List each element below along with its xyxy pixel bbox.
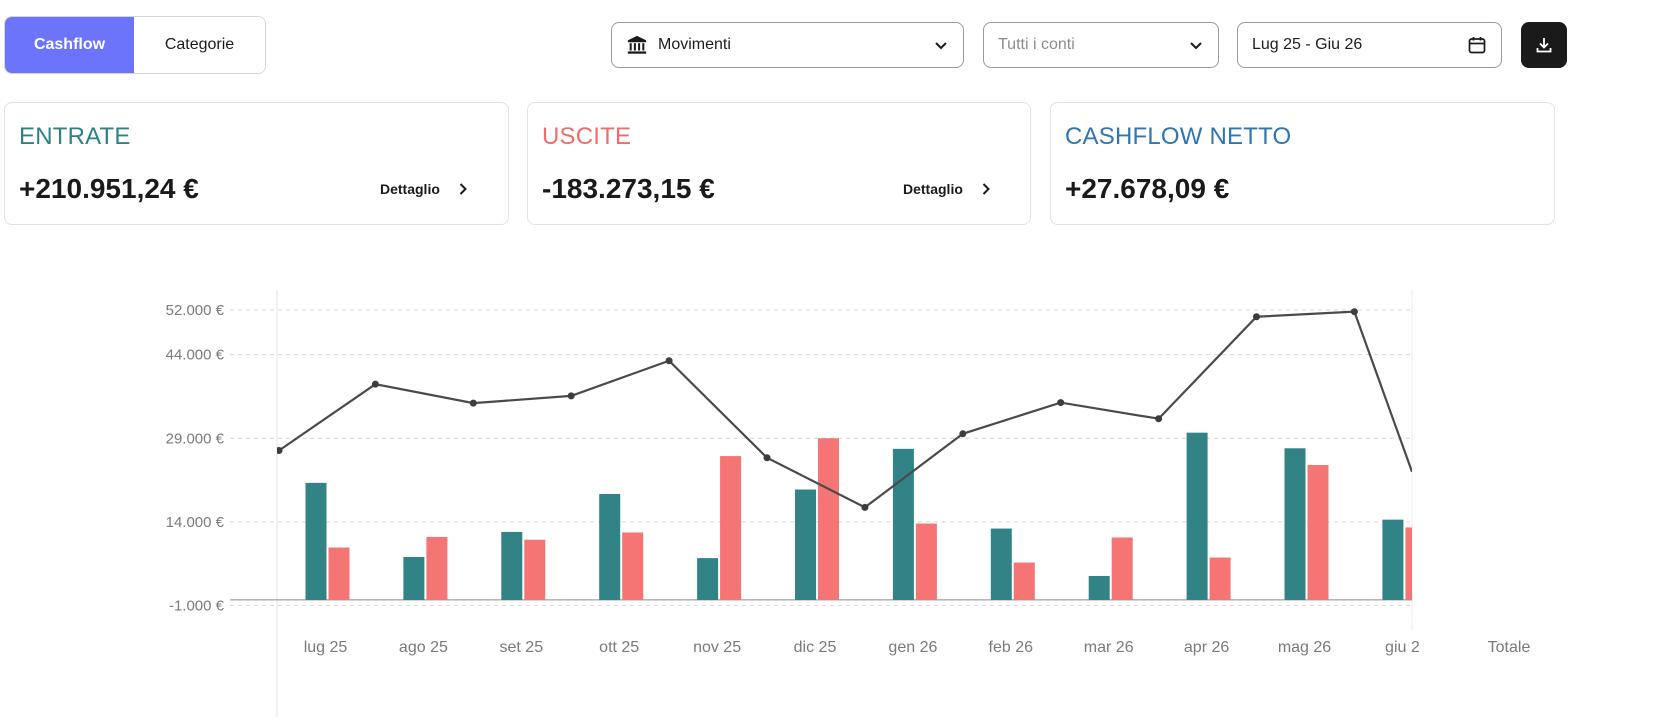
net-point xyxy=(1350,308,1358,316)
y-tick-label: 29.000 € xyxy=(166,430,225,447)
movement-type-select[interactable]: Movimenti xyxy=(611,22,964,68)
bar-entrate xyxy=(795,489,816,600)
chevron-down-icon xyxy=(935,42,947,50)
y-tick-label: 14.000 € xyxy=(166,514,225,531)
net-point xyxy=(763,454,771,462)
net-point xyxy=(1155,415,1163,423)
download-icon xyxy=(1536,38,1552,53)
download-button[interactable] xyxy=(1521,22,1567,68)
chevron-right-icon xyxy=(982,183,990,195)
bar-uscite xyxy=(818,438,839,600)
income-detail-link[interactable]: Dettaglio xyxy=(380,181,468,197)
tab-categorie[interactable]: Categorie xyxy=(134,17,265,73)
y-tick-label: 44.000 € xyxy=(166,347,225,364)
y-tick-label: 52.000 € xyxy=(166,302,225,319)
x-tick-label: apr 26 xyxy=(1184,639,1229,656)
chevron-right-icon xyxy=(459,183,467,195)
bar-uscite xyxy=(1209,557,1231,600)
net-cashflow-value: +27.678,09 € xyxy=(1065,173,1230,204)
bar-entrate xyxy=(1382,519,1404,600)
cashflow-chart: 52.000 € 44.000 € 29.000 € 14.000 € -1.000 €… xyxy=(166,290,1531,717)
expense-card: USCITE -183.273,15 € Dettaglio xyxy=(527,102,1031,225)
accounts-placeholder: Tutti i conti xyxy=(998,36,1075,53)
bank-icon xyxy=(627,35,647,54)
expense-title: USCITE xyxy=(542,123,632,150)
expense-value: -183.273,15 € xyxy=(542,173,715,204)
bar-entrate xyxy=(1186,432,1208,600)
bar-uscite xyxy=(1013,562,1035,600)
net-point xyxy=(959,430,967,438)
y-tick-label: -1.000 € xyxy=(169,598,225,615)
income-title: ENTRATE xyxy=(19,123,131,150)
income-detail-label: Dettaglio xyxy=(380,181,440,197)
x-tick-label: mag 26 xyxy=(1278,639,1331,656)
x-tick-label: giu 2 xyxy=(1385,639,1420,656)
x-tick-label-total: Totale xyxy=(1488,639,1531,656)
bar-uscite xyxy=(426,536,448,600)
net-point xyxy=(567,392,575,400)
bar-uscite xyxy=(328,547,350,600)
chevron-down-icon xyxy=(1190,42,1202,50)
income-value: +210.951,24 € xyxy=(19,173,199,204)
bar-entrate xyxy=(1088,575,1110,600)
x-tick-label: ott 25 xyxy=(599,639,639,656)
x-tick-label: set 25 xyxy=(500,639,544,656)
net-point xyxy=(1253,313,1260,321)
net-point xyxy=(469,399,477,407)
net-line xyxy=(278,310,1412,509)
net-point xyxy=(861,503,869,511)
net-cashflow-card: CASHFLOW NETTO +27.678,09 € xyxy=(1050,102,1555,225)
bar-entrate xyxy=(599,494,621,600)
x-tick-label: nov 25 xyxy=(693,639,741,656)
bar-entrate xyxy=(403,556,425,600)
x-tick-label: mar 26 xyxy=(1084,639,1134,656)
net-point xyxy=(1057,399,1065,407)
expense-detail-link[interactable]: Dettaglio xyxy=(903,181,991,197)
accounts-select[interactable]: Tutti i conti xyxy=(983,22,1219,68)
income-card: ENTRATE +210.951,24 € Dettaglio xyxy=(4,102,509,225)
bar-uscite xyxy=(1307,465,1329,600)
bar-entrate xyxy=(697,558,719,600)
bar-entrate xyxy=(892,448,914,600)
bar-entrate xyxy=(501,531,523,600)
movement-type-value: Movimenti xyxy=(658,36,731,53)
plot-area xyxy=(277,308,1412,600)
bar-entrate xyxy=(1284,448,1306,600)
net-point xyxy=(665,357,673,365)
net-cashflow-title: CASHFLOW NETTO xyxy=(1065,123,1292,150)
x-tick-label: ago 25 xyxy=(399,639,448,656)
bar-uscite xyxy=(1405,527,1412,600)
bar-uscite xyxy=(1111,537,1133,600)
date-range-picker[interactable]: Lug 25 - Giu 26 xyxy=(1237,22,1502,68)
expense-detail-label: Dettaglio xyxy=(903,181,963,197)
bar-entrate xyxy=(990,528,1012,600)
net-point xyxy=(371,380,379,388)
bar-entrate xyxy=(305,482,327,600)
date-range-value: Lug 25 - Giu 26 xyxy=(1252,36,1363,53)
x-tick-label: gen 26 xyxy=(888,639,937,656)
view-toggle: Cashflow Categorie xyxy=(4,16,266,74)
bar-uscite xyxy=(915,523,937,600)
x-tick-label: lug 25 xyxy=(304,639,348,656)
net-point xyxy=(277,447,283,455)
bar-uscite xyxy=(622,532,644,600)
bar-uscite xyxy=(720,456,742,600)
bar-uscite xyxy=(524,539,546,600)
calendar-icon xyxy=(1468,37,1486,54)
x-tick-label: dic 25 xyxy=(794,639,837,656)
tab-cashflow[interactable]: Cashflow xyxy=(5,17,134,73)
x-tick-label: feb 26 xyxy=(989,639,1034,656)
